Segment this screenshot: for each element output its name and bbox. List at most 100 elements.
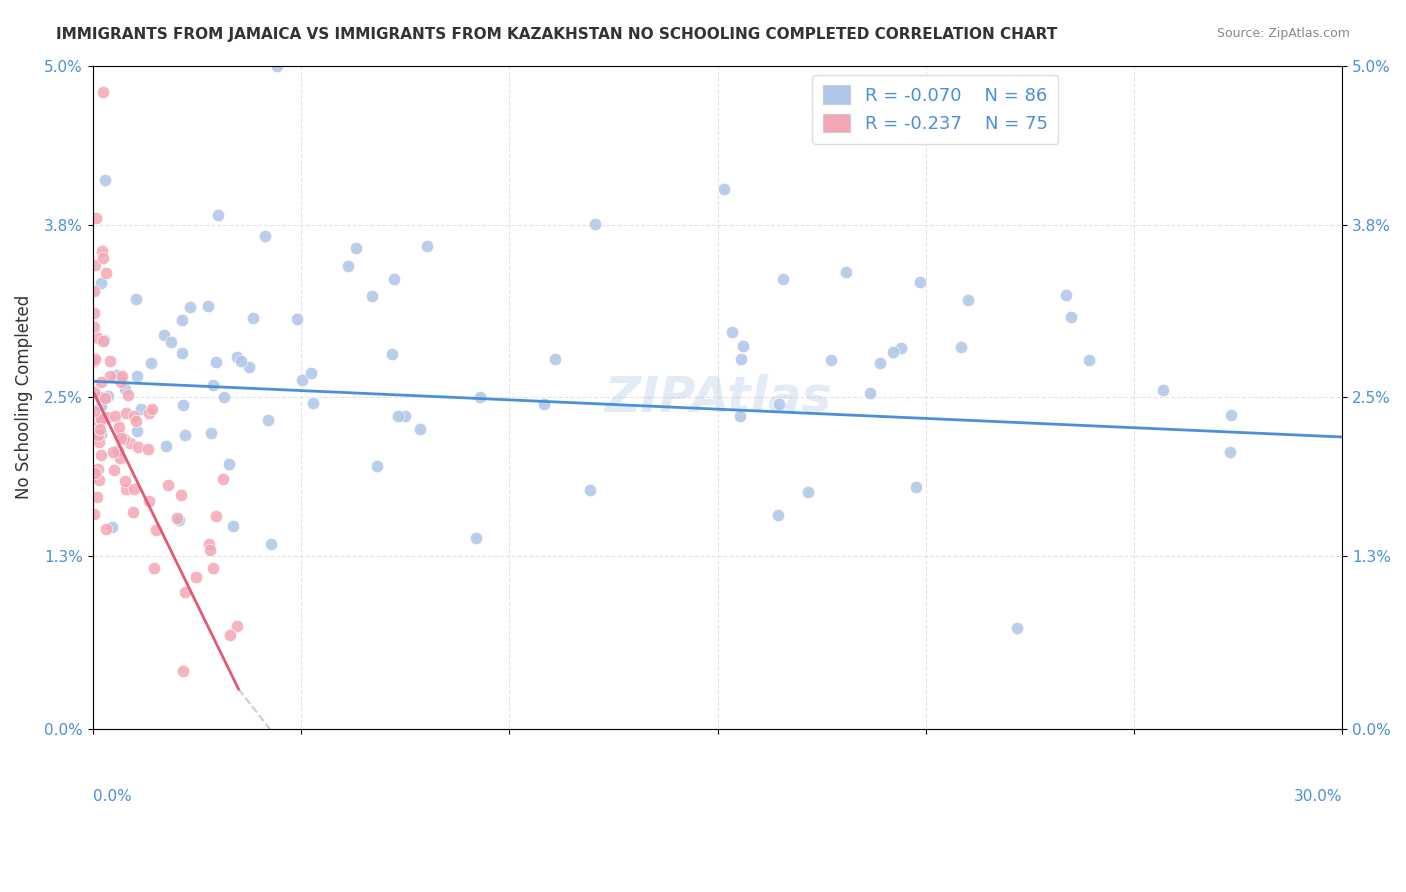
Point [83,306,105,320]
Point [87,474,110,488]
Legend: R = -0.070    N = 86, R = -0.237    N = 75: R = -0.070 N = 86, R = -0.237 N = 75 [813,75,1059,144]
Point [173,428,195,442]
Point [86,331,108,345]
Point [121,505,143,519]
Point [108,420,131,434]
Point [155,439,177,453]
Point [869,356,891,370]
Point [93,333,115,347]
Point [110,369,132,384]
Point [366,459,388,474]
Point [859,385,882,400]
Point [728,409,751,423]
Point [835,265,858,279]
Point [533,397,555,411]
Point [1152,383,1174,397]
Point [117,388,139,402]
Point [83,320,105,334]
Point [204,355,226,369]
Point [266,59,288,73]
Point [820,352,842,367]
Text: 0.0%: 0.0% [93,789,131,804]
Point [138,494,160,508]
Point [110,376,132,390]
Point [143,561,166,575]
Point [96,266,118,280]
Point [730,351,752,366]
Point [89,390,111,404]
Point [167,513,190,527]
Point [226,619,249,633]
Point [110,431,132,445]
Point [381,347,404,361]
Point [83,284,105,298]
Point [797,484,820,499]
Point [468,390,491,404]
Point [103,463,125,477]
Point [578,483,600,497]
Point [91,334,114,349]
Point [200,426,222,441]
Point [218,457,240,471]
Point [772,272,794,286]
Point [170,488,193,502]
Point [93,251,115,265]
Point [96,410,118,425]
Point [583,217,606,231]
Point [115,482,138,496]
Point [138,405,160,419]
Point [90,376,112,390]
Point [394,409,416,423]
Point [301,366,323,380]
Point [166,510,188,524]
Point [198,536,221,550]
Point [1077,352,1099,367]
Point [90,244,112,259]
Point [731,339,754,353]
Point [361,288,384,302]
Point [212,472,235,486]
Point [207,209,229,223]
Point [260,537,283,551]
Point [84,211,107,225]
Point [100,369,122,384]
Point [285,312,308,326]
Point [127,424,149,438]
Text: ZIPAtlas: ZIPAtlas [603,373,831,421]
Point [83,258,105,272]
Point [766,508,789,522]
Point [90,399,112,413]
Point [101,519,124,533]
Point [141,401,163,416]
Point [890,341,912,355]
Point [416,239,439,253]
Point [257,413,280,427]
Point [122,409,145,423]
Point [127,368,149,383]
Point [337,260,360,274]
Point [97,389,120,403]
Point [198,543,221,558]
Point [226,350,249,364]
Point [212,390,235,404]
Point [114,475,136,489]
Point [120,436,142,450]
Point [86,490,108,504]
Point [86,462,108,476]
Point [94,522,117,536]
Y-axis label: No Schooling Completed: No Schooling Completed [15,295,32,500]
Text: IMMIGRANTS FROM JAMAICA VS IMMIGRANTS FROM KAZAKHSTAN NO SCHOOLING COMPLETED COR: IMMIGRANTS FROM JAMAICA VS IMMIGRANTS FR… [56,27,1057,42]
Point [83,353,105,368]
Point [950,339,973,353]
Point [87,415,110,429]
Point [83,404,105,418]
Point [1219,408,1241,422]
Point [111,369,134,384]
Point [172,398,194,412]
Point [86,429,108,443]
Point [229,353,252,368]
Point [98,353,121,368]
Point [409,422,432,436]
Point [125,292,148,306]
Point [1219,445,1241,459]
